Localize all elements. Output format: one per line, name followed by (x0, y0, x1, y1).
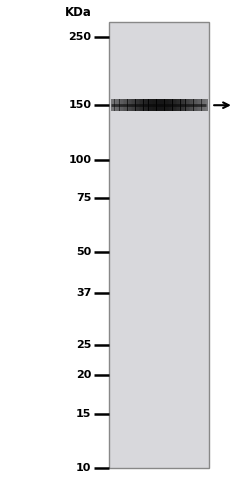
Bar (144, 99, 145, 111)
Text: 100: 100 (68, 155, 91, 165)
Text: 25: 25 (76, 340, 91, 350)
Bar (119, 99, 121, 111)
Bar (180, 99, 182, 111)
Bar (132, 99, 134, 111)
Bar (185, 99, 187, 111)
Bar (142, 99, 144, 111)
Bar (168, 99, 170, 111)
Bar (174, 99, 176, 111)
Bar (169, 99, 171, 111)
Bar (164, 99, 166, 111)
Bar (113, 99, 115, 111)
Bar (163, 99, 164, 111)
Bar (150, 99, 152, 111)
Bar (155, 99, 156, 111)
Bar (193, 99, 195, 111)
Text: 150: 150 (68, 100, 91, 110)
Bar (182, 99, 184, 111)
Bar (192, 99, 194, 111)
Bar (166, 99, 168, 111)
Bar (179, 99, 181, 111)
Bar (137, 99, 139, 111)
Text: KDa: KDa (64, 6, 91, 19)
Bar (109, 22, 209, 468)
Bar (203, 99, 205, 111)
Bar (136, 99, 137, 111)
Bar (196, 99, 198, 111)
Bar (145, 99, 147, 111)
Text: 75: 75 (76, 193, 91, 203)
Text: 15: 15 (76, 408, 91, 419)
Bar (153, 99, 155, 111)
Bar (152, 99, 153, 111)
Bar (176, 99, 178, 111)
Bar (190, 99, 192, 111)
Bar (121, 99, 123, 111)
Bar (111, 99, 113, 111)
Bar (161, 99, 163, 111)
Bar (129, 99, 131, 111)
Bar (127, 99, 129, 111)
Bar (171, 99, 173, 111)
Bar (205, 99, 206, 111)
Text: 37: 37 (76, 288, 91, 298)
Bar (134, 99, 136, 111)
Bar (126, 99, 128, 111)
Bar (200, 99, 202, 111)
Bar (148, 99, 150, 111)
Bar (130, 99, 132, 111)
Text: 50: 50 (76, 247, 91, 257)
Bar (118, 99, 120, 111)
Bar (122, 99, 124, 111)
Bar (114, 99, 116, 111)
Bar (195, 99, 197, 111)
Bar (187, 99, 189, 111)
Bar (206, 99, 208, 111)
Text: 10: 10 (76, 463, 91, 473)
Bar (172, 99, 174, 111)
Bar (124, 99, 126, 111)
Text: 250: 250 (68, 32, 91, 42)
Bar (138, 99, 140, 111)
Bar (158, 99, 160, 111)
Bar (177, 99, 179, 111)
Bar (160, 99, 162, 111)
Bar (147, 99, 148, 111)
Text: 20: 20 (76, 370, 91, 380)
Bar (156, 99, 158, 111)
Bar (116, 99, 118, 111)
Bar (202, 99, 203, 111)
Bar (184, 99, 186, 111)
Bar (140, 99, 142, 111)
Bar (198, 99, 200, 111)
Bar (188, 99, 190, 111)
